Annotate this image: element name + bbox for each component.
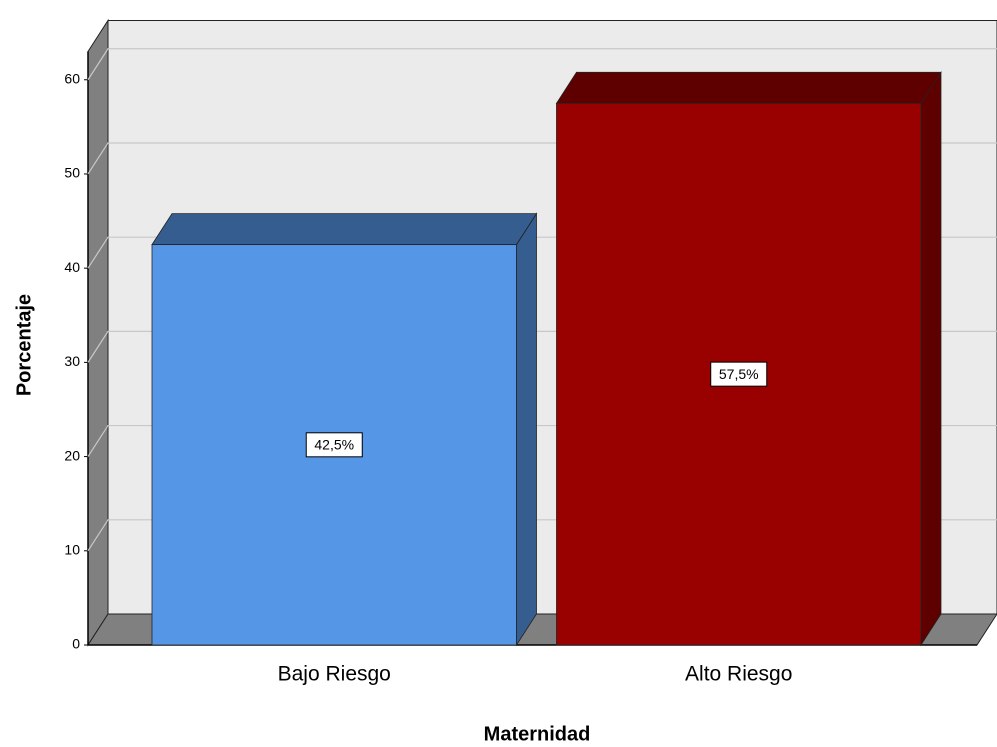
y-axis-title: Porcentaje [13,294,35,396]
y-tick-label: 50 [64,165,80,181]
bar-side [920,70,942,647]
y-tick-label: 30 [64,353,80,369]
value-label: 42,5% [314,437,354,453]
bar-top [151,213,538,246]
value-label-box [305,432,363,458]
value-label: 57,5% [719,366,759,382]
x-tick-label: Bajo Riesgo [278,663,391,686]
y-tick-label: 10 [64,541,80,557]
x-axis-title: Maternidad [484,723,591,745]
y-tick-label: 0 [72,636,80,652]
bar-top [555,71,942,104]
grid-line [87,48,997,81]
plot: Bajo Riesgo 42,5% Alto Riesgo 57,5% [151,70,942,686]
y-tick-label: 60 [64,70,80,86]
left-wall [87,18,109,647]
y-tick-label: 40 [64,259,80,275]
value-label-box [710,361,768,387]
bar-side [516,212,537,647]
y-tick-label: 20 [64,447,80,463]
x-tick-label: Alto Riesgo [685,663,792,686]
